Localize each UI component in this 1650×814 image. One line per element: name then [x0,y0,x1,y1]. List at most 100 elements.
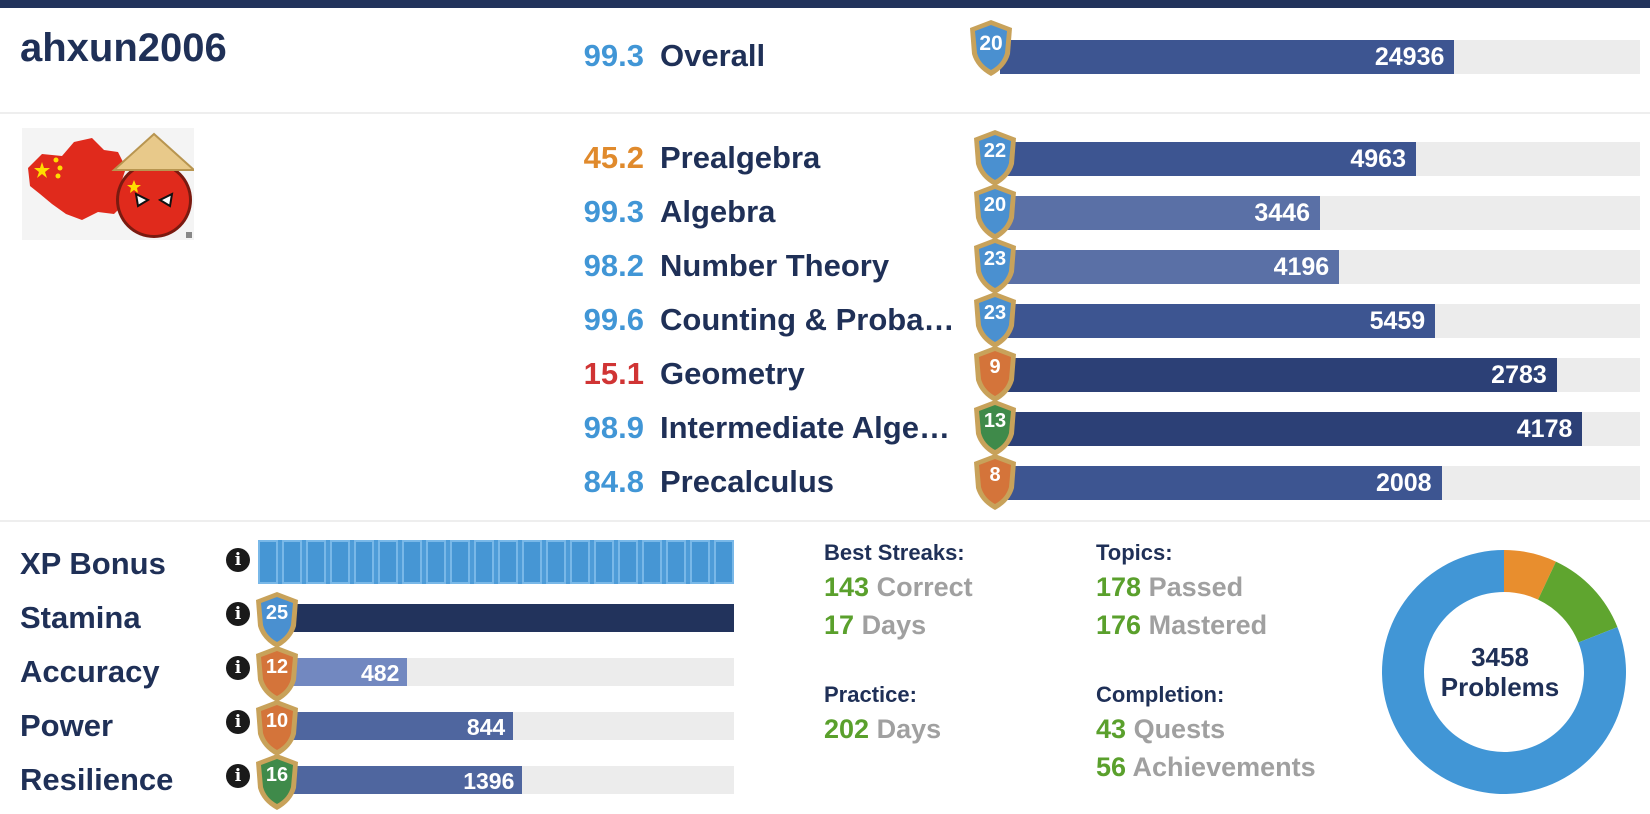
achievements-count: 56 [1096,752,1127,782]
overall-xp-bar: 24936 [1000,40,1640,74]
accuracy-bar: 482 [274,658,734,686]
xp-bonus-segment [642,540,662,584]
subject-row-prealgebra[interactable]: 45.2 Prealgebra 4963 22 [0,130,1650,186]
subject-xp-bar: 4178 [1000,412,1640,446]
donut-slice-1 [1538,561,1618,643]
problems-total: 3458 Problems [1380,642,1620,702]
level-shield-icon: 20 [970,182,1020,242]
practice-days-count: 202 [824,714,870,744]
subject-row-precalculus[interactable]: 84.8 Precalculus 2008 8 [0,454,1650,510]
topics-passed-count: 178 [1096,572,1142,602]
power-fill: 844 [274,712,514,740]
overall-level-shield-icon: 20 [966,18,1016,78]
streak-days-count: 17 [824,610,855,640]
best-streak-correct: 143 Correct [824,572,973,603]
subject-xp-bar: 2008 [1000,466,1640,500]
subject-row-geometry[interactable]: 15.1 Geometry 2783 9 [0,346,1650,402]
username[interactable]: ahxun2006 [20,26,227,70]
subject-xp-value: 4963 [1350,145,1406,173]
completion-achievements: 56 Achievements [1096,752,1316,783]
overall-percentile: 99.3 [583,38,644,73]
topics-mastered: 176 Mastered [1096,610,1267,641]
level-shield-icon: 22 [970,128,1020,188]
resilience-value: 1396 [463,768,515,794]
subject-name: Geometry [660,356,805,391]
topics-mastered-label: Mastered [1148,610,1268,640]
subject-row-intermediate-algebra[interactable]: 98.9 Intermediate Algebra 4178 13 [0,400,1650,456]
achievements-label: Achievements [1132,752,1316,782]
xp-bonus-bar [258,540,734,584]
subject-xp-fill: 3446 [1000,196,1320,230]
practice-days-label: Days [876,714,942,744]
power-label: Power [20,708,114,743]
subject-name: Intermediate Algebra [660,410,962,445]
stamina-bar [274,604,734,632]
xp-bonus-label: XP Bonus [20,546,166,581]
streak-correct-count: 143 [824,572,870,602]
power-bar: 844 [274,712,734,740]
xp-bonus-info-icon[interactable]: i [226,548,250,572]
divider [0,112,1650,114]
xp-bonus-segment [450,540,470,584]
practice-days: 202 Days [824,714,941,745]
streak-days-label: Days [861,610,927,640]
subject-xp-value: 4196 [1273,253,1330,281]
subject-percentile: 99.6 [583,302,644,337]
subject-row-number-theory[interactable]: 98.2 Number Theory 4196 23 [0,238,1650,294]
xp-bonus-segment [690,540,710,584]
accuracy-fill: 482 [274,658,408,686]
subject-xp-value: 2008 [1375,469,1432,497]
accuracy-value: 482 [361,660,400,686]
accuracy-info-icon[interactable]: i [226,656,250,680]
subject-row-counting-probability[interactable]: 99.6 Counting & Probability 5459 23 [0,292,1650,348]
subject-xp-value: 3446 [1254,199,1310,227]
overall-xp-fill: 24936 [1000,40,1455,74]
divider [0,520,1650,522]
subject-xp-bar: 4963 [1000,142,1640,176]
stamina-level: 25 [265,602,289,624]
subject-percentile: 84.8 [583,464,644,499]
accuracy-label: Accuracy [20,654,160,689]
subject-percentile: 45.2 [583,140,644,175]
power-level-shield-icon: 10 [252,698,302,758]
level-shield-icon: 8 [970,452,1020,512]
completion-quests: 43 Quests [1096,714,1225,745]
level-shield-icon: 23 [970,290,1020,350]
subject-level: 22 [983,140,1007,162]
stamina-fill [274,604,734,632]
subject-xp-fill: 2783 [1000,358,1557,392]
subject-xp-bar: 5459 [1000,304,1640,338]
power-info-icon[interactable]: i [226,710,250,734]
xp-bonus-segment [498,540,518,584]
practice-heading: Practice: [824,682,917,707]
subject-xp-bar: 4196 [1000,250,1640,284]
subject-xp-value: 5459 [1369,307,1426,335]
stamina-level-shield-icon: 25 [252,590,302,650]
stamina-info-icon[interactable]: i [226,602,250,626]
subject-row-algebra[interactable]: 99.3 Algebra 3446 20 [0,184,1650,240]
xp-bonus-segment [306,540,326,584]
overall-row: 99.3 Overall 24936 20 [0,20,1650,76]
xp-bonus-segment [666,540,686,584]
xp-bonus-segment [546,540,566,584]
xp-bonus-segment [474,540,494,584]
subject-xp-fill: 4178 [1000,412,1583,446]
subject-xp-fill: 2008 [1000,466,1442,500]
accuracy-level-shield-icon: 12 [252,644,302,704]
problems-donut-chart [1382,550,1626,794]
xp-bonus-segment [258,540,278,584]
subject-percentile: 99.3 [583,194,644,229]
xp-bonus-segment [426,540,446,584]
donut-slice-2 [1382,550,1626,794]
stamina-label: Stamina [20,600,141,635]
xp-bonus-segment [714,540,734,584]
quests-label: Quests [1133,714,1226,744]
resilience-info-icon[interactable]: i [226,764,250,788]
xp-bonus-segment [522,540,542,584]
subject-xp-bar: 2783 [1000,358,1640,392]
best-streaks-heading: Best Streaks: [824,540,965,565]
avatar[interactable] [22,128,194,240]
best-streak-days: 17 Days [824,610,926,641]
topics-passed-label: Passed [1148,572,1244,602]
level-shield-icon: 23 [970,236,1020,296]
